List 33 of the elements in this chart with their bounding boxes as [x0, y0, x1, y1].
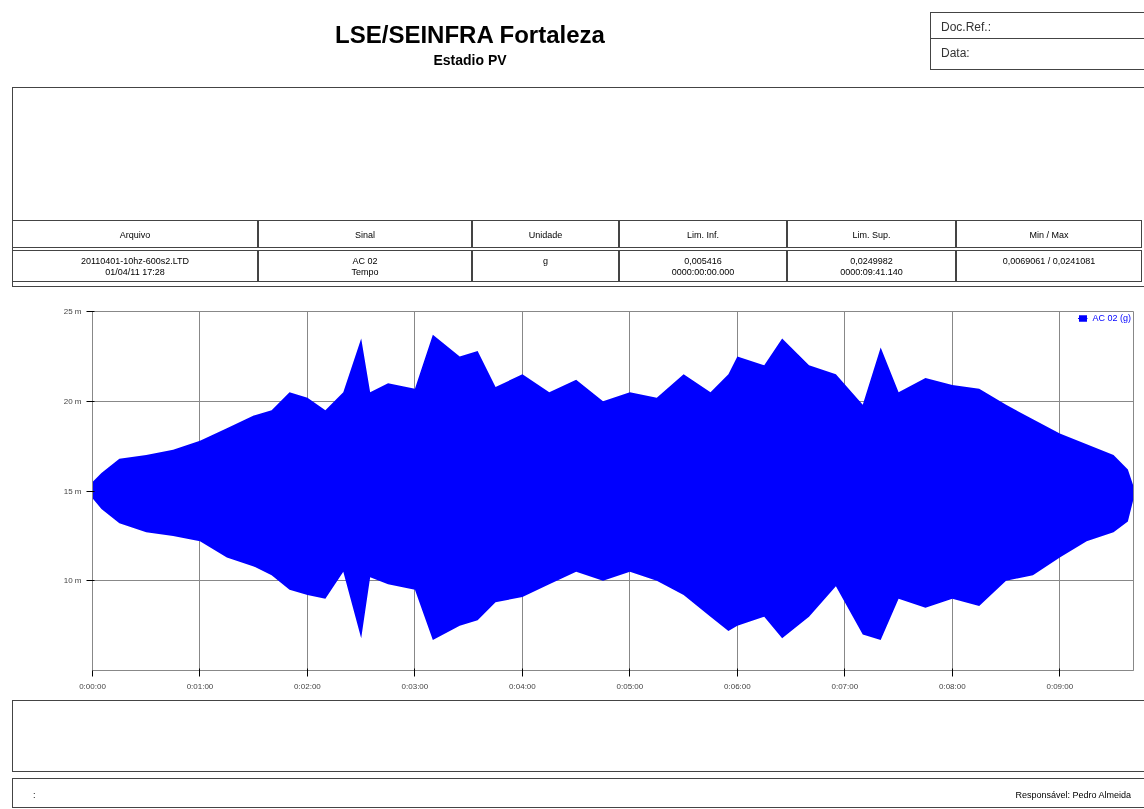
- text: Data:: [940, 45, 971, 62]
- x-tick-label: 0:02:00: [294, 681, 322, 691]
- chart-subtitle: Estadio PV: [432, 51, 508, 70]
- text: AC 02 Tempo: [258, 250, 472, 282]
- text: Arquivo: [12, 220, 258, 248]
- x-tick-label: 0:07:00: [831, 681, 859, 691]
- text: 20110401-10hz-600s2.LTD 01/04/11 17:28: [12, 250, 258, 282]
- x-tick-label: 0:06:00: [724, 681, 752, 691]
- text: :: [33, 789, 36, 802]
- x-tick-label: 0:08:00: [938, 681, 967, 691]
- text: 0,005416 0000:00:00.000: [619, 250, 787, 282]
- chart-title: LSE/SEINFRA Fortaleza: [334, 20, 606, 50]
- text: Sinal: [258, 220, 472, 248]
- x-tick-label: 0:04:00: [509, 681, 537, 691]
- text: 0,0249982 0000:09:41.140: [787, 250, 956, 282]
- text: Doc.Ref.:: [931, 13, 1144, 39]
- x-tick-label: 0:09:00: [1046, 681, 1074, 691]
- x-tick-label: 0:00:00: [79, 681, 107, 691]
- y-tick-label: 25 m: [63, 307, 82, 316]
- text: Lim. Inf.: [619, 220, 787, 248]
- y-tick-label: 15 m: [63, 486, 82, 496]
- text: Min / Max: [956, 220, 1142, 248]
- x-tick-label: 0:01:00: [186, 681, 214, 691]
- text: g: [472, 250, 619, 282]
- text: Responsável: Pedro Almeida: [1015, 789, 1131, 802]
- y-tick-label: 20 m: [63, 396, 82, 406]
- text: Lim. Sup.: [787, 220, 956, 248]
- x-tick-label: 0:03:00: [401, 681, 429, 691]
- legend-label: AC 02 (g): [1092, 313, 1131, 323]
- text: 0,0069061 / 0,0241081: [956, 250, 1142, 282]
- x-tick-label: 0:05:00: [616, 681, 644, 691]
- text: Unidade: [472, 220, 619, 248]
- y-tick-label: 10 m: [63, 576, 82, 586]
